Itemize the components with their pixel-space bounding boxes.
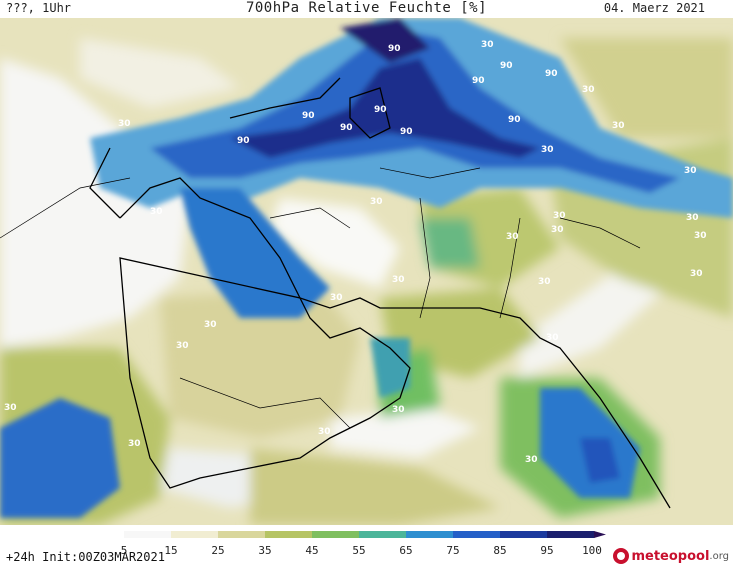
- contour-label: 30: [551, 225, 564, 235]
- legend-swatch: [547, 531, 595, 538]
- contour-label: 30: [694, 231, 707, 241]
- humidity-map: 90 90 90 90 90 90 90 90 90 90 90 30 30 30 30 30 30 30 30 30…: [0, 18, 733, 525]
- legend-tick-label: 35: [258, 544, 271, 557]
- init-time-label: +24h Init:00Z03MAR2021: [6, 550, 165, 564]
- contour-label: 30: [506, 232, 519, 242]
- legend-tick-label: 95: [540, 544, 553, 557]
- brand-name: meteopool: [631, 548, 710, 564]
- contour-label: 90: [340, 123, 353, 133]
- meteopool-logo-icon: [613, 548, 630, 564]
- brand-logo[interactable]: meteopool .org: [613, 547, 729, 565]
- legend-tick-label: 85: [493, 544, 506, 557]
- map-title: 700hPa Relative Feuchte [%]: [245, 0, 488, 16]
- contour-label: 90: [237, 136, 250, 146]
- contour-label: 30: [684, 166, 697, 176]
- legend-swatch: [124, 531, 172, 538]
- contour-label: 90: [545, 69, 558, 79]
- contour-label: 90: [500, 61, 513, 71]
- contour-label: 90: [374, 105, 387, 115]
- contour-label: 30: [318, 427, 331, 437]
- contour-label: 30: [481, 40, 494, 50]
- contour-label: 30: [330, 293, 343, 303]
- contour-label: 90: [400, 127, 413, 137]
- contour-label: 30: [686, 213, 699, 223]
- contour-label: 30: [538, 277, 551, 287]
- contour-label: 90: [508, 115, 521, 125]
- legend-swatch: [359, 531, 407, 538]
- valid-date-label: 04. Maerz 2021: [603, 1, 705, 15]
- contour-label: 30: [118, 119, 131, 129]
- contour-label: 30: [392, 275, 405, 285]
- contour-label: 30: [612, 121, 625, 131]
- legend-swatch: [406, 531, 454, 538]
- contour-label: 30: [582, 85, 595, 95]
- legend-swatch: [265, 531, 313, 538]
- contour-label: 90: [302, 111, 315, 121]
- legend-tick-label: 45: [305, 544, 318, 557]
- contour-label: 30: [392, 405, 405, 415]
- contour-label: 30: [204, 320, 217, 330]
- contour-label: 30: [4, 403, 17, 413]
- legend-tick-label: 55: [352, 544, 365, 557]
- contour-label: 90: [472, 76, 485, 86]
- footer-bar: 5 15 25 35 45 55 65 75 85 95 100 +24h Init:00Z03MA…: [0, 525, 733, 566]
- legend-swatch: [453, 531, 501, 538]
- legend-arrow: [594, 531, 606, 538]
- contour-label: 90: [388, 44, 401, 54]
- header-bar: ???, 1Uhr 700hPa Relative Feuchte [%] 04…: [0, 0, 733, 18]
- legend-swatch: [218, 531, 266, 538]
- contour-labels: 90 90 90 90 90 90 90 90 90 90 90 30 30 30 30 30 30 30 30 30…: [4, 18, 707, 465]
- legend-tick-label: 25: [211, 544, 224, 557]
- legend-swatch: [500, 531, 548, 538]
- legend-tick-label: 15: [164, 544, 177, 557]
- valid-day-label: ???, 1Uhr: [6, 1, 72, 15]
- legend-tick-label: 5: [121, 544, 128, 557]
- legend-tick-label: 100: [582, 544, 602, 557]
- contour-label: 30: [128, 439, 141, 449]
- legend-swatch: [171, 531, 219, 538]
- legend-swatch: [312, 531, 360, 538]
- legend-tick-label: 75: [446, 544, 459, 557]
- contour-label: 30: [370, 197, 383, 207]
- coastlines: [89, 77, 671, 509]
- contour-label: 30: [546, 333, 559, 343]
- contour-label: 30: [690, 269, 703, 279]
- contour-label: 30: [553, 211, 566, 221]
- legend-tick-label: 65: [399, 544, 412, 557]
- borders: [0, 167, 641, 429]
- brand-domain: .org: [709, 550, 729, 562]
- contour-label: 30: [525, 455, 538, 465]
- contour-label: 90: [372, 18, 385, 21]
- color-legend: 5 15 25 35 45 55 65 75 85 95 100: [121, 531, 606, 557]
- contour-label: 30: [150, 207, 163, 217]
- contour-label: 30: [176, 341, 189, 351]
- contour-label: 30: [541, 145, 554, 155]
